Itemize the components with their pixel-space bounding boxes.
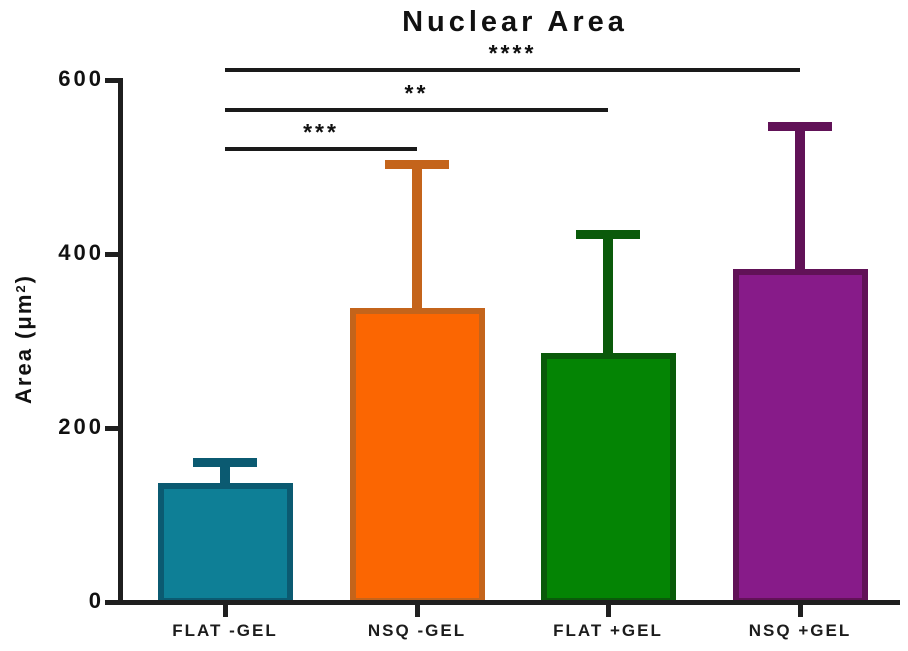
error-bar-cap-1 (385, 160, 449, 170)
x-tick-label-flat-gel: FLAT -GEL (172, 621, 278, 640)
y-tick-label-600: 600 (58, 66, 104, 91)
y-axis-line (118, 78, 123, 605)
error-bar-cap-2 (576, 229, 640, 239)
error-bar-stem-2 (603, 232, 613, 357)
x-tick-0 (223, 605, 228, 617)
x-tick-2 (606, 605, 611, 617)
y-tick-400 (105, 252, 118, 257)
significance-line-1 (225, 108, 608, 112)
y-tick-600 (105, 78, 118, 83)
error-bar-stem-0 (220, 461, 230, 486)
bar-flat-gel (540, 353, 676, 604)
chart-title: Nuclear Area (402, 6, 628, 38)
x-tick-label-nsq-gel: NSQ -GEL (367, 621, 467, 640)
bar-nsq-gel (732, 268, 868, 604)
bar-nsq-gel (349, 307, 485, 604)
y-tick-label-400: 400 (58, 240, 104, 265)
significance-stars-1: ** (404, 80, 429, 106)
error-bar-stem-1 (412, 163, 422, 311)
error-bar-cap-3 (768, 121, 832, 131)
y-tick-200 (105, 426, 118, 431)
error-bar-cap-0 (193, 458, 257, 468)
bar-flat-gel (157, 482, 293, 604)
x-tick-3 (798, 605, 803, 617)
y-tick-label-200: 200 (58, 414, 104, 439)
x-tick-1 (415, 605, 420, 617)
y-tick-label-0: 0 (88, 588, 104, 613)
significance-line-0 (225, 147, 417, 151)
significance-line-2 (225, 68, 800, 72)
x-tick-label-nsq-gel: NSQ +GEL (748, 621, 852, 640)
x-axis-line (118, 600, 900, 605)
y-tick-0 (105, 600, 118, 605)
x-tick-label-flat-gel: FLAT +GEL (553, 621, 663, 640)
significance-stars-2: **** (488, 40, 537, 66)
error-bar-stem-3 (795, 124, 805, 272)
significance-stars-0: *** (303, 119, 339, 145)
